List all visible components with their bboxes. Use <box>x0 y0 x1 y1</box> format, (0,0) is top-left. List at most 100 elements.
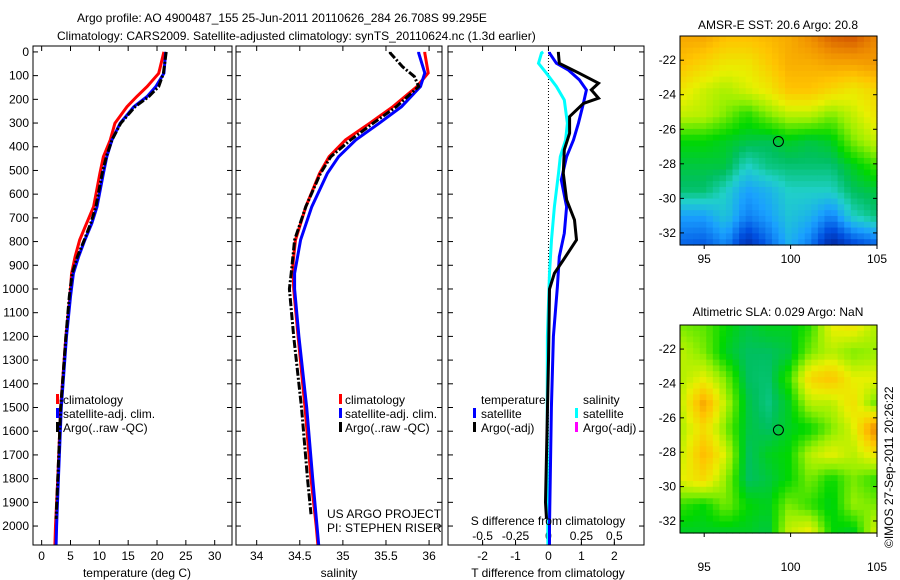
heatmap-cell <box>752 336 760 343</box>
x-tick-label: 25 <box>179 549 193 563</box>
heatmap-cell <box>870 498 878 505</box>
heatmap-cell <box>785 157 793 165</box>
heatmap-cell <box>817 411 826 419</box>
heatmap-cell <box>817 163 826 171</box>
heatmap-cell <box>686 498 694 505</box>
heatmap-cell <box>785 446 793 453</box>
heatmap-cell <box>699 475 707 482</box>
heatmap-cell <box>758 515 766 523</box>
heatmap-cell <box>844 429 852 436</box>
heatmap-cell <box>732 504 740 511</box>
heatmap-cell <box>850 405 858 413</box>
heatmap-cell <box>706 88 714 95</box>
heatmap-cell <box>831 423 839 430</box>
heatmap-cell <box>752 76 760 84</box>
heatmap-cell <box>732 215 740 223</box>
heatmap-cell <box>831 452 839 459</box>
heatmap-cell <box>817 53 826 60</box>
heatmap-cell <box>837 53 845 60</box>
heatmap-cell <box>785 53 793 60</box>
heatmap-cell <box>771 65 780 72</box>
heatmap-cell <box>712 509 720 517</box>
heatmap-cell <box>857 70 865 78</box>
heatmap-cell <box>844 47 852 55</box>
heatmap-cell <box>712 457 720 465</box>
heatmap-cell <box>798 440 806 447</box>
heatmap-cell <box>712 175 720 182</box>
heatmap-cell <box>778 140 786 147</box>
heatmap-cell <box>771 498 780 505</box>
heatmap-cell <box>732 227 740 234</box>
heatmap-cell <box>732 210 740 217</box>
heatmap-cell <box>837 82 845 89</box>
heatmap-cell <box>837 348 845 355</box>
heatmap-cell <box>857 82 865 89</box>
heatmap-cell <box>857 192 865 200</box>
heatmap-cell <box>863 88 872 95</box>
heatmap-cell <box>706 492 714 499</box>
heatmap-cell <box>791 394 799 401</box>
heatmap-cell <box>725 348 734 355</box>
heatmap-cell <box>791 411 799 419</box>
heatmap-cell <box>850 140 858 147</box>
heatmap-cell <box>817 330 826 338</box>
heatmap-cell <box>725 527 734 534</box>
heatmap-cell <box>850 94 858 101</box>
heatmap-cell <box>837 233 845 240</box>
heatmap-cell <box>857 65 865 72</box>
heatmap-cell <box>739 342 747 349</box>
heatmap-cell <box>817 47 826 55</box>
heatmap-cell <box>725 434 734 442</box>
heatmap-cell <box>752 423 760 430</box>
heatmap-cell <box>824 169 832 176</box>
heatmap-cell <box>817 192 826 200</box>
heatmap-cell <box>850 134 858 142</box>
heatmap-cell <box>791 221 799 229</box>
heatmap-cell <box>804 65 812 72</box>
heatmap-cell <box>857 169 865 176</box>
heatmap-cell <box>732 486 740 494</box>
heatmap-cell <box>719 365 727 372</box>
heatmap-cell <box>863 353 872 361</box>
heatmap-cell <box>725 457 734 465</box>
heatmap-cell <box>739 134 747 142</box>
heatmap-cell <box>699 186 707 194</box>
heatmap-cell <box>798 82 806 89</box>
heatmap-cell <box>752 365 760 372</box>
heatmap-cell <box>765 82 773 89</box>
heatmap-cell <box>725 446 734 453</box>
heatmap-cell <box>719 111 727 118</box>
heatmap-cell <box>732 446 740 453</box>
heatmap-cell <box>844 481 852 488</box>
heatmap-cell <box>844 469 852 476</box>
heatmap-cell <box>680 504 688 511</box>
heatmap-cell <box>798 128 806 136</box>
heatmap-cell <box>719 400 727 407</box>
heatmap-cell <box>693 475 701 482</box>
y-tick-label: 900 <box>9 258 29 272</box>
y-tick-label: 800 <box>9 235 29 249</box>
heatmap-cell <box>831 70 839 78</box>
heatmap-cell <box>752 36 760 43</box>
heatmap-cell <box>725 239 734 246</box>
heatmap-cell <box>706 504 714 511</box>
heatmap-cell <box>863 509 872 517</box>
heatmap-cell <box>745 353 753 361</box>
heatmap-cell <box>732 400 740 407</box>
heatmap-cell <box>817 463 826 471</box>
heatmap-cell <box>831 76 839 84</box>
heatmap-cell <box>798 192 806 200</box>
heatmap-cell <box>804 70 812 78</box>
heatmap-cell <box>817 429 826 436</box>
heatmap-cell <box>771 348 780 355</box>
heatmap-cell <box>765 330 773 338</box>
heatmap-cell <box>857 457 865 465</box>
heatmap-cell <box>817 325 826 332</box>
heatmap-cell <box>817 400 826 407</box>
heatmap-cell <box>844 330 852 338</box>
heatmap-cell <box>693 227 701 234</box>
heatmap-cell <box>798 515 806 523</box>
heatmap-cell <box>732 53 740 60</box>
heatmap-cell <box>680 192 688 200</box>
heatmap-cell <box>817 146 826 153</box>
